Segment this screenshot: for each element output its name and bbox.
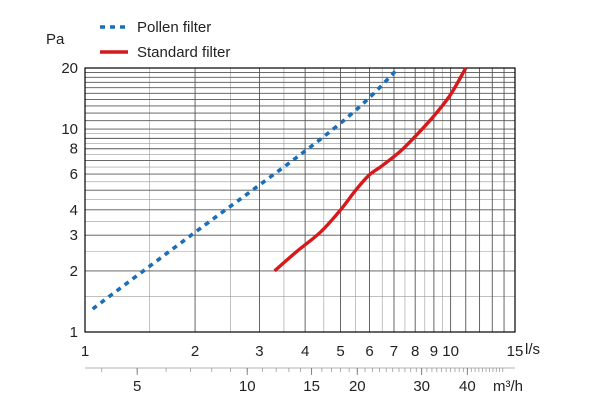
secondary-x-tick-label: 15 (303, 378, 320, 395)
y-tick-label: 20 (61, 60, 78, 77)
x-tick-label: 4 (301, 343, 309, 360)
series-layer (91, 66, 468, 311)
x-tick-label: 6 (365, 343, 373, 360)
legend-label-pollen-filter: Pollen filter (137, 19, 211, 36)
secondary-x-tick-label: 10 (239, 378, 256, 395)
x-tick-label: 7 (390, 343, 398, 360)
plot-frame (84, 67, 516, 333)
y-unit-label: Pa (46, 31, 65, 48)
secondary-x-axis: 5 10 15 20 30 40 (85, 367, 515, 395)
y-tick-label: 6 (70, 166, 78, 183)
secondary-x-tick-label: 5 (133, 378, 141, 395)
secondary-x-unit-label: m³/h (493, 378, 523, 395)
secondary-x-tick-label: 20 (349, 378, 366, 395)
x-tick-label: 3 (255, 343, 263, 360)
y-tick-label: 4 (70, 202, 78, 219)
y-tick-label: 8 (70, 141, 78, 158)
y-axis-tick-labels: 1 2 3 4 6 8 10 20 (61, 60, 78, 341)
series-line-standard-filter (273, 67, 468, 273)
y-tick-label: 3 (70, 227, 78, 244)
y-tick-label: 2 (70, 263, 78, 280)
secondary-x-tick-label: 40 (459, 378, 476, 395)
grid-minor (85, 68, 515, 332)
y-tick-label: 1 (70, 324, 78, 341)
secondary-x-tick-label: 30 (413, 378, 430, 395)
x-tick-label: 1 (81, 343, 89, 360)
x-tick-label: 9 (430, 343, 438, 360)
x-tick-label: 5 (336, 343, 344, 360)
x-tick-label: 10 (442, 343, 459, 360)
x-unit-label: l/s (525, 341, 540, 358)
x-tick-label: 15 (507, 343, 524, 360)
legend-label-standard-filter: Standard filter (137, 44, 230, 61)
x-axis-tick-labels: 1 2 3 4 5 6 7 8 9 10 15 (81, 343, 524, 360)
x-tick-label: 8 (411, 343, 419, 360)
series-line-pollen-filter (91, 66, 400, 311)
grid-major (84, 67, 516, 333)
legend: Pollen filter Standard filter (100, 19, 230, 61)
y-tick-label: 10 (61, 121, 78, 138)
x-tick-label: 2 (191, 343, 199, 360)
